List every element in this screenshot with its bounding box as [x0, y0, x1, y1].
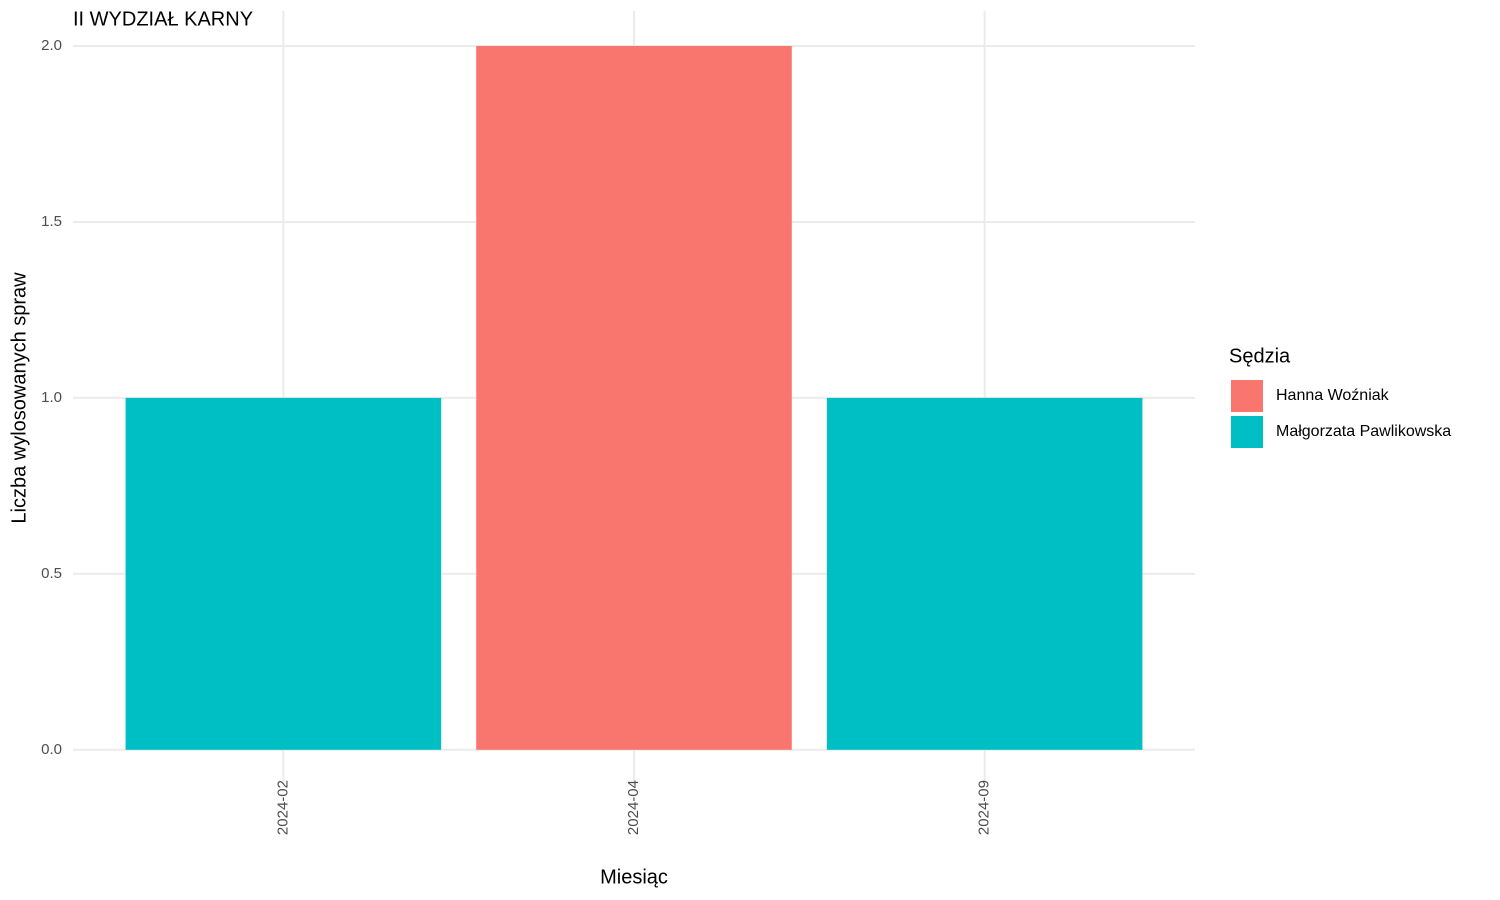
y-tick-label: 0.0	[41, 741, 62, 758]
x-tick-label: 2024-04	[625, 780, 642, 835]
legend-key	[1231, 380, 1263, 412]
y-tick-label: 0.5	[41, 565, 62, 582]
y-tick-label: 1.5	[41, 213, 62, 230]
bar	[125, 397, 442, 750]
bar	[476, 45, 792, 750]
bar	[826, 397, 1143, 750]
y-tick-label: 2.0	[41, 37, 62, 54]
legend-label: Hanna Woźniak	[1276, 387, 1390, 404]
legend-key	[1231, 416, 1263, 448]
y-tick-label: 1.0	[41, 389, 62, 406]
chart-title: II WYDZIAŁ KARNY	[73, 8, 253, 30]
y-axis-title: Liczba wylosowanych spraw	[8, 272, 30, 524]
legend-title: Sędzia	[1229, 345, 1291, 367]
x-axis-title: Miesiąc	[600, 866, 668, 888]
x-tick-label: 2024-02	[274, 780, 291, 835]
legend-label: Małgorzata Pawlikowska	[1276, 423, 1451, 440]
x-tick-label: 2024-09	[976, 780, 993, 835]
